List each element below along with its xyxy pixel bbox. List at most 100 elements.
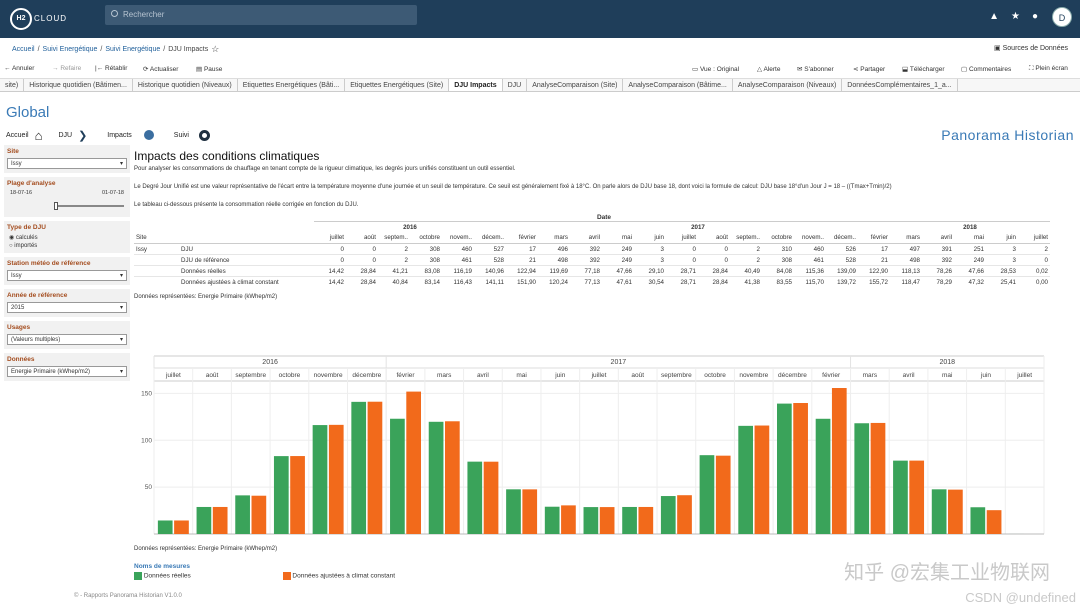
impacts-dot-icon[interactable] [143,130,154,140]
bar-adjusted [483,461,499,534]
avatar[interactable]: D [1052,7,1072,27]
usage-select[interactable]: (Valeurs multiples) [7,334,127,345]
share-button[interactable]: ⋖ Partager [853,66,886,73]
month-label: novembre [739,372,768,379]
radio-importes[interactable]: ○ importés [9,243,38,249]
y-tick-label: 50 [145,484,153,491]
tab[interactable]: AnalyseComparaison (Site) [527,79,624,91]
bar-adjusted [290,456,305,534]
site-col-header: Site [136,234,147,242]
tab[interactable]: AnalyseComparaison (Bâtime... [623,79,733,91]
month-header: octobre [771,234,792,242]
home-icon[interactable]: ⌂ [34,127,43,143]
tab[interactable]: Historique quotidien (Niveaux) [133,79,238,91]
year-label: 2018 [939,359,955,366]
nav-home-label[interactable]: Accueil [6,131,29,139]
month-header: septem.. [736,234,760,242]
star-icon[interactable]: ★ [1010,11,1020,22]
month-header: octobre [419,234,440,242]
table-cell: 0 [372,256,376,264]
month-header: mars [906,234,920,242]
table-cell: 28,84 [360,278,376,286]
table-note: Données représentées: Energie Primaire (… [134,293,278,300]
main-content: Impacts des conditions climatiques Pour … [134,149,1074,300]
table-cell: 461 [813,256,824,264]
warning-icon[interactable]: ▲ [989,11,999,22]
nav-suivi-label[interactable]: Suivi [173,131,189,139]
table-cell: 2 [404,256,408,264]
refresh-button[interactable]: ⟳ Actualiser [143,66,179,73]
alert-button[interactable]: △ Alerte [757,66,781,73]
chevron-right-icon[interactable]: ❯ [78,129,88,142]
tab[interactable]: Historique quotidien (Bâtimen... [24,79,133,91]
legend-swatch-orange [282,572,291,580]
comments-button[interactable]: ▢ Commentaires [961,66,1012,73]
month-label: octobre [704,372,726,379]
month-label: mai [942,372,952,379]
undo-button[interactable]: ← Annuler [4,65,35,72]
tab[interactable]: DJU [503,79,528,91]
year-select[interactable]: 2015 [7,302,127,313]
subscribe-button[interactable]: ✉ S'abonner [797,66,834,73]
table-cell: 77,13 [584,278,600,286]
table-cell: 308 [429,245,440,253]
search-input[interactable]: Rechercher [105,5,417,25]
tab[interactable]: DonnéesComplémentaires_1_a... [842,79,958,91]
table-cell: 0 [724,245,728,253]
table-cell: 460 [461,245,472,253]
view-button[interactable]: ▭ Vue : Original [692,66,740,73]
month-header: février [870,234,888,242]
table-cell: 29,10 [648,267,664,275]
fullscreen-button[interactable]: ⛶ Plein écran [1029,65,1068,72]
data-label: Données [7,356,35,363]
table-cell: 122,90 [869,267,888,275]
table-cell: 526 [845,245,856,253]
data-filter: Données Energie Primaire (kWhep/m2) [4,353,130,381]
month-header: décem.. [481,234,504,242]
table-cell: 249 [973,256,984,264]
month-label: février [822,372,841,379]
range-slider-handle[interactable] [54,202,58,210]
info-icon[interactable]: ● [1031,11,1038,22]
redo-button[interactable]: → Refaire [52,65,82,72]
revert-button[interactable]: |← Rétablir [95,65,128,72]
tab[interactable]: Etiquettes Energétiques (Bâti... [238,79,346,91]
bar-adjusted [406,391,421,534]
tab[interactable]: AnalyseComparaison (Niveaux) [733,79,843,91]
crumb-suivi-2[interactable]: Suivi Energétique [105,46,161,53]
month-label: novembre [314,372,343,379]
formula-text: Le Degré Jour Unifié est une valeur repr… [134,184,892,190]
bar-real [854,423,870,534]
tab[interactable]: site) [0,79,25,91]
bar-real [544,506,560,534]
table-cell: 41,21 [392,267,408,275]
table-cell: 498 [557,256,568,264]
suivi-ring-icon[interactable] [198,129,210,141]
tab[interactable]: Etiquettes Energétiques (Site) [345,79,450,91]
crumb-current: DJU Impacts [168,46,209,53]
table-cell: 30,54 [648,278,664,286]
legend-label-real: Données réelles [143,572,191,580]
crumb-home[interactable]: Accueil [12,46,35,53]
download-button[interactable]: ⬓ Télécharger [902,66,945,73]
favorite-star-icon[interactable]: ☆ [211,44,220,54]
chart-note: Données représentées: Energie Primaire (… [134,546,278,552]
nav-impacts-label[interactable]: Impacts [107,131,132,139]
table-cell: 392 [941,256,952,264]
tab-dju-impacts[interactable]: DJU Impacts [449,79,503,91]
radio-calcules[interactable]: ◉ calculés [9,235,38,241]
table-cell: 28,84 [712,267,728,275]
month-label: juillet [1016,372,1032,379]
data-select[interactable]: Energie Primaire (kWhep/m2) [7,366,127,377]
pause-button[interactable]: ▤ Pause [196,66,223,73]
table-cell: 0 [692,245,696,253]
year-filter: Année de référence 2015 [4,289,130,317]
site-select[interactable]: Issy [7,158,127,169]
bar-adjusted [793,403,808,534]
logo[interactable]: H2 [10,8,32,30]
table-cell: 118,13 [901,267,920,275]
crumb-suivi-1[interactable]: Suivi Energétique [42,46,98,53]
nav-dju-label[interactable]: DJU [58,131,73,139]
station-select[interactable]: Issy [7,270,127,281]
data-sources-button[interactable]: ▣ Sources de Données [994,45,1068,52]
